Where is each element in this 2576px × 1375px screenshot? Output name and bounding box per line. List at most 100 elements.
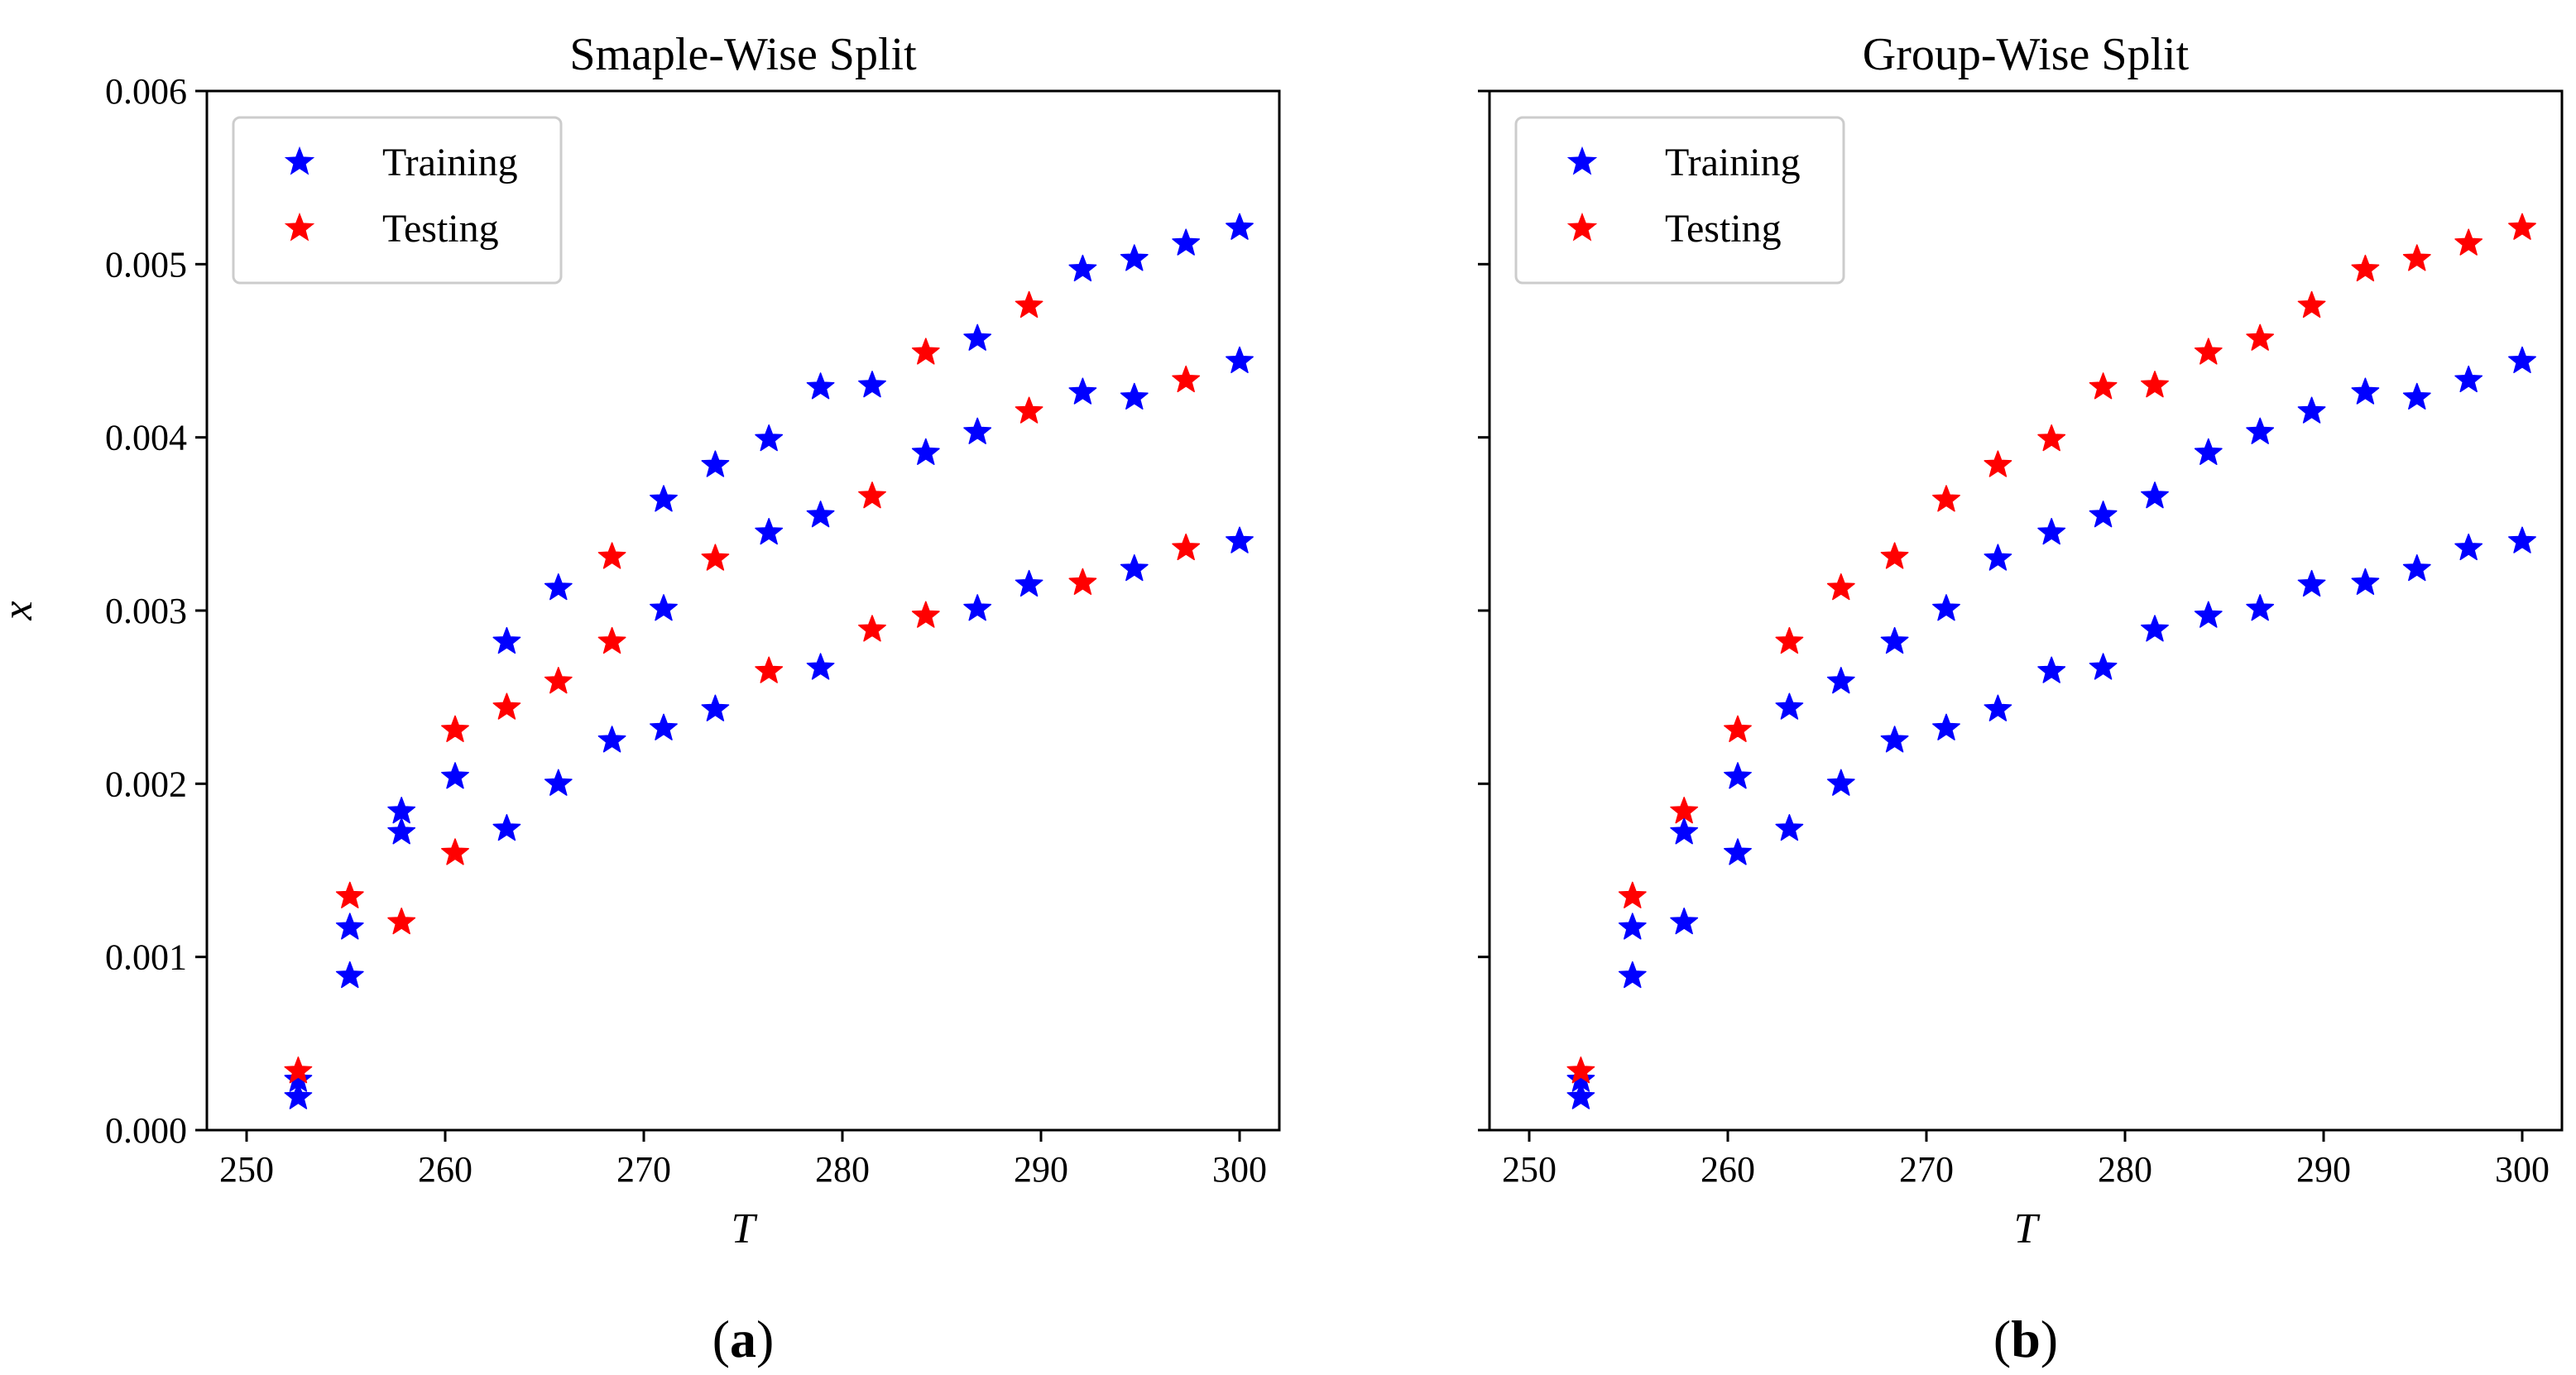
data-point (544, 667, 573, 694)
data-point (963, 323, 992, 351)
y-tick-label: 0.001 (105, 937, 187, 978)
data-point (911, 338, 940, 365)
x-tick-label: 260 (1701, 1149, 1755, 1190)
data-point (1172, 365, 1201, 393)
data-point (1984, 694, 2012, 721)
data-point (1932, 485, 1960, 512)
data-point (1068, 568, 1097, 596)
x-tick-label: 300 (2495, 1149, 2550, 1190)
data-point (1015, 290, 1043, 319)
data-point (1120, 554, 1149, 582)
data-point (701, 450, 730, 477)
legend: Training Testing (232, 116, 563, 285)
x-tick-label: 270 (616, 1149, 671, 1190)
data-point (1775, 692, 1804, 720)
data-point (2297, 396, 2326, 424)
data-point (1172, 228, 1201, 256)
chart-title: Smaple-Wise Split (569, 29, 917, 80)
data-point (2037, 518, 2066, 545)
data-point (1775, 626, 1804, 654)
data-point (387, 908, 416, 935)
panel-a: Smaple-Wise Split 250 260 270 280 290 300 0.000… (0, 29, 1281, 1368)
legend-box (1514, 116, 1845, 285)
data-point (2297, 569, 2326, 597)
data-point (2508, 526, 2536, 553)
data-point (2402, 244, 2431, 271)
panel-caption: (a) (712, 1310, 775, 1368)
data-point (597, 726, 626, 753)
data-point (1932, 713, 1960, 740)
data-point (1826, 667, 1855, 694)
data-point (1566, 1056, 1595, 1084)
series-testing (284, 290, 1201, 1084)
data-point (701, 544, 730, 571)
data-point (2351, 568, 2380, 596)
data-point (441, 715, 469, 742)
data-point (2141, 481, 2169, 509)
data-point (911, 601, 940, 628)
x-axis-label: T (732, 1205, 758, 1253)
data-point (1670, 797, 1699, 824)
data-point (911, 438, 940, 466)
data-point (2351, 254, 2380, 282)
data-point (2351, 377, 2380, 405)
data-point (1880, 542, 1909, 569)
data-point (335, 961, 364, 989)
data-point (597, 542, 626, 569)
data-point (2141, 371, 2169, 398)
legend-marker (284, 212, 315, 242)
series-training (284, 213, 1254, 1109)
data-point (806, 501, 835, 528)
data-point (544, 573, 573, 601)
data-point (1984, 544, 2012, 571)
x-tick-label: 280 (2098, 1149, 2152, 1190)
legend: Training Testing (1514, 116, 1845, 285)
data-point (1566, 1065, 1595, 1092)
data-point (1120, 382, 1149, 410)
x-tick-label: 270 (1899, 1149, 1954, 1190)
data-point (2454, 228, 2483, 256)
data-point (1826, 769, 1855, 796)
y-tick-label: 0.005 (105, 244, 187, 285)
legend-marker (1566, 212, 1598, 242)
data-point (2037, 656, 2066, 683)
data-point (1984, 450, 2012, 477)
data-point (1566, 1082, 1595, 1109)
data-point (1618, 961, 1647, 989)
data-point (1226, 526, 1254, 553)
panel-b: Group-Wise Split 250 260 270 280 290 300 T Train… (1478, 29, 2564, 1368)
data-point (2402, 554, 2431, 582)
x-tick-label: 260 (418, 1149, 473, 1190)
data-point (1015, 569, 1043, 597)
data-point (2194, 601, 2223, 628)
series-training (1566, 346, 2536, 1109)
legend-label: Testing (382, 207, 499, 251)
data-point (2454, 533, 2483, 561)
data-point (387, 817, 416, 845)
data-point (858, 615, 886, 642)
data-point (1068, 377, 1097, 405)
y-tick-label: 0.003 (105, 591, 187, 631)
data-point (1724, 762, 1752, 789)
data-point (441, 838, 469, 865)
panel-caption: (b) (1993, 1310, 2058, 1368)
data-point (2037, 424, 2066, 452)
data-point (2141, 615, 2169, 642)
data-point (2194, 438, 2223, 466)
data-point (2089, 372, 2118, 400)
data-point (650, 485, 678, 512)
data-point (1724, 838, 1752, 865)
data-point (284, 1056, 313, 1084)
y-axis-label: x (0, 601, 41, 620)
data-point (1826, 573, 1855, 601)
data-point (963, 594, 992, 621)
data-point (1618, 881, 1647, 908)
x-tick-label: 290 (1014, 1149, 1068, 1190)
data-point (335, 913, 364, 940)
data-point (2089, 653, 2118, 680)
legend-label: Training (382, 141, 518, 184)
data-point (650, 713, 678, 740)
data-point (2508, 213, 2536, 240)
data-point (806, 372, 835, 400)
data-point (701, 694, 730, 721)
